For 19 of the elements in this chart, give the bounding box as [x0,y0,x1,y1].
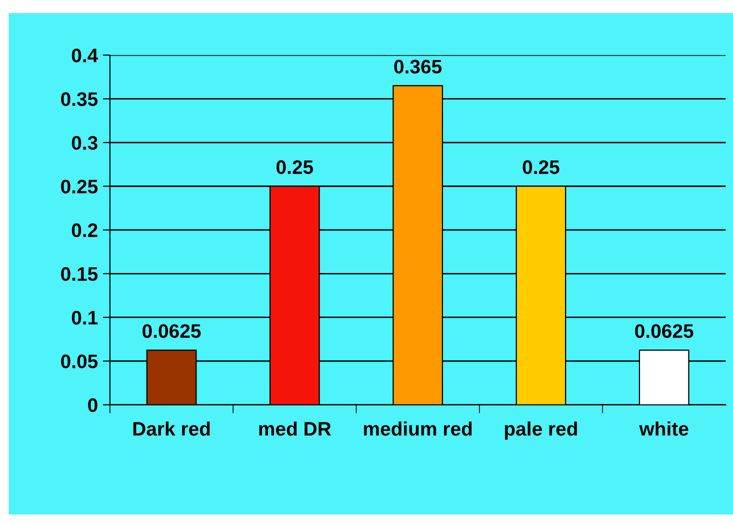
x-tick-label: medium red [364,421,472,436]
y-tick-label: 0.1 [72,310,98,325]
y-tick-label: 0.05 [61,354,98,368]
y-tick-label: 0.25 [61,180,98,194]
y-tick-label: 0.3 [72,136,98,150]
y-tick-label: 0.35 [61,92,98,106]
data-label: 0.25 [522,160,560,174]
data-label: 0.0625 [635,324,694,338]
x-tick-label: Dark red [133,421,210,436]
y-tick-label: 0.4 [72,48,98,62]
data-label: 0.0625 [142,324,201,338]
x-tick-label: med DR [259,421,331,436]
x-tick-label: pale red [504,421,577,440]
y-tick-label: 0 [88,398,98,412]
data-label: 0.365 [394,60,442,74]
x-tick-label: white [639,421,688,436]
data-label: 0.25 [276,160,314,174]
y-tick-label: 0.2 [72,223,98,238]
y-tick-label: 0.15 [61,267,98,281]
